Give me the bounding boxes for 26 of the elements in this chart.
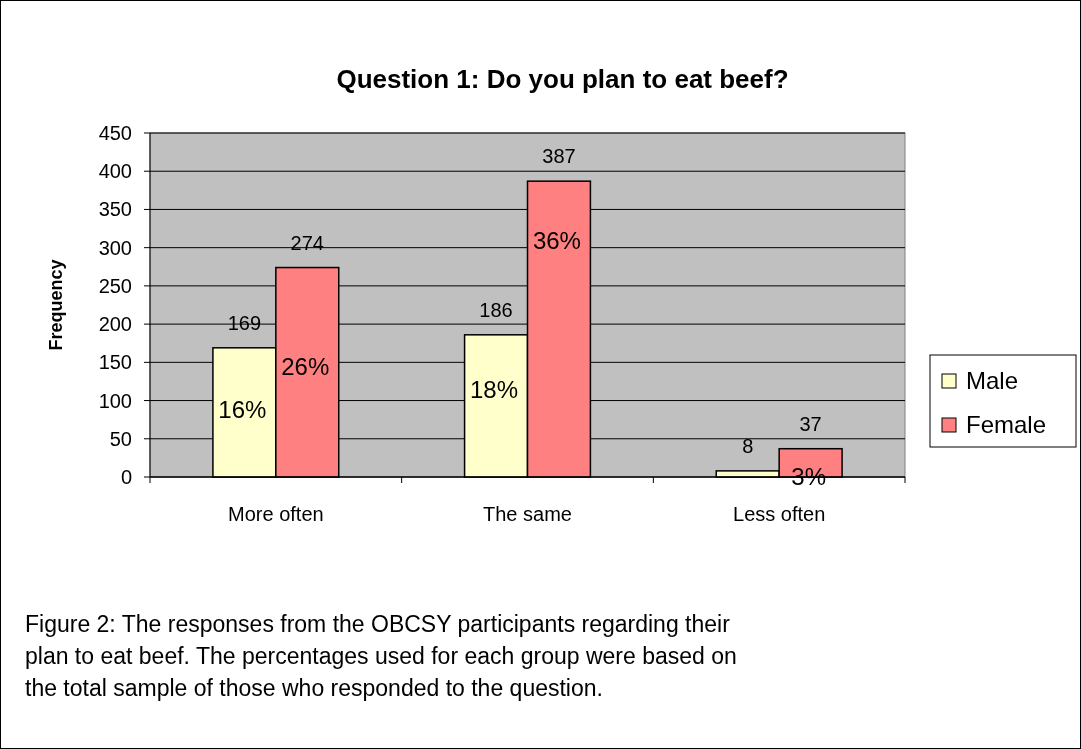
y-tick-label: 150: [98, 351, 132, 374]
annotation: 16%: [218, 396, 267, 424]
legend-label: Male: [966, 367, 1019, 395]
chart-title: Question 1: Do you plan to eat beef?: [336, 64, 789, 94]
data-label: 37: [799, 412, 822, 435]
legend-label: Female: [966, 411, 1047, 439]
x-tick-label: The same: [483, 503, 572, 525]
y-axis-title: Frequency: [46, 259, 66, 351]
y-tick-label: 100: [98, 389, 132, 412]
y-tick-label: 0: [120, 466, 132, 488]
y-tick-label: 300: [98, 236, 132, 259]
x-tick-label: More often: [228, 503, 324, 525]
y-tick-label: 450: [98, 122, 132, 144]
annotation: 18%: [470, 376, 519, 404]
y-tick-label: 400: [98, 160, 132, 183]
x-tick-label: Less often: [733, 503, 826, 525]
data-label: 186: [479, 298, 513, 321]
y-tick-label: 200: [98, 313, 132, 336]
annotation: 36%: [532, 227, 581, 255]
annotation: 26%: [281, 352, 330, 380]
y-tick-label: 250: [98, 274, 132, 297]
y-tick-label: 350: [98, 198, 132, 221]
caption: Figure 2: The responses from the OBCSY participants regarding their plan to eat beef. The percentages used for each group were based on the total sample of those who responded to the question.: [25, 611, 737, 701]
data-label: 8: [742, 434, 754, 457]
y-tick-label: 50: [109, 427, 132, 450]
data-label: 387: [542, 145, 576, 168]
